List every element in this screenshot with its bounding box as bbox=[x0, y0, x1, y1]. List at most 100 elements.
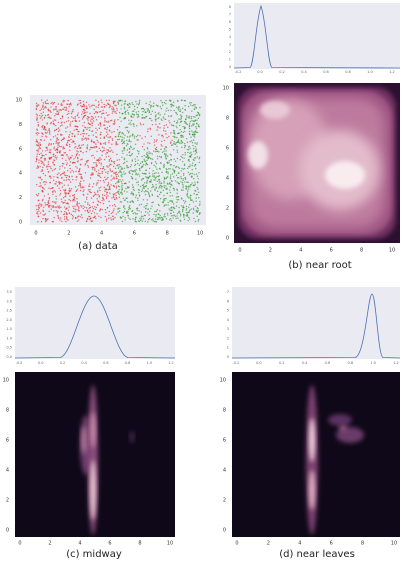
marginal-x-tick-label: 0.6 bbox=[325, 361, 331, 365]
axis-x-tick-label: 4 bbox=[100, 231, 103, 237]
axis-y-tick-label: 6 bbox=[223, 438, 226, 444]
caption: (c) midway bbox=[66, 549, 122, 560]
marginal-x-tick-label: 0.4 bbox=[81, 361, 87, 365]
axis-y-tick-label: 8 bbox=[6, 408, 9, 414]
axes-a bbox=[30, 95, 206, 225]
kde-curve bbox=[233, 4, 401, 69]
marginal-y-tick-label: 4 bbox=[227, 318, 230, 322]
marginal-x-tick-label: -0.2 bbox=[235, 70, 242, 74]
axis-x-tick-label: 8 bbox=[138, 541, 141, 547]
marginal-y-tick-label: 3.0 bbox=[6, 299, 12, 303]
marginal-y-tick-label: 1.5 bbox=[6, 327, 12, 331]
axis-y-tick-label: 0 bbox=[19, 220, 22, 226]
axis-x-tick-label: 10 bbox=[197, 231, 203, 237]
axis-x-tick-label: 6 bbox=[330, 248, 333, 254]
axis-y-tick-label: 2 bbox=[226, 206, 229, 212]
marginal-y-tick-label: 0 bbox=[229, 65, 231, 69]
marginal-x-tick-label: 0.8 bbox=[345, 70, 351, 74]
axis-y-tick-label: 0 bbox=[226, 236, 229, 242]
axis-x-tick-label: 4 bbox=[78, 541, 81, 547]
marginal-y-tick-label: 5 bbox=[229, 28, 231, 32]
marginal-y-tick-label: 2 bbox=[227, 336, 229, 340]
marginal-b bbox=[234, 3, 400, 69]
axis-y-tick-label: 10 bbox=[220, 378, 226, 384]
axis-y-tick-label: 4 bbox=[223, 468, 226, 474]
marginal-y-tick-label: 3 bbox=[229, 43, 231, 47]
marginal-y-tick-label: 0.0 bbox=[6, 355, 12, 359]
marginal-x-tick-label: 0.4 bbox=[301, 70, 307, 74]
marginal-d bbox=[232, 287, 400, 359]
axis-x-tick-label: 10 bbox=[391, 541, 397, 547]
axis-x-tick-label: 8 bbox=[361, 541, 364, 547]
density-c bbox=[15, 372, 175, 537]
axis-y-tick-label: 2 bbox=[6, 498, 9, 504]
marginal-y-tick-label: 0.5 bbox=[6, 346, 12, 350]
marginal-x-tick-label: 0.2 bbox=[279, 361, 285, 365]
density-b bbox=[234, 83, 400, 243]
axis-x-tick-label: 0 bbox=[238, 248, 241, 254]
caption: (d) near leaves bbox=[279, 549, 355, 560]
axis-y-tick-label: 8 bbox=[226, 116, 229, 122]
marginal-x-tick-label: 0.0 bbox=[257, 70, 263, 74]
axis-y-tick-label: 2 bbox=[19, 195, 22, 201]
marginal-x-tick-label: 1.2 bbox=[389, 70, 395, 74]
marginal-x-tick-label: 0.8 bbox=[347, 361, 353, 365]
marginal-x-tick-label: 0.6 bbox=[103, 361, 109, 365]
marginal-x-tick-label: 1.2 bbox=[393, 361, 399, 365]
axis-x-tick-label: 4 bbox=[299, 248, 302, 254]
axis-y-tick-label: 4 bbox=[226, 176, 229, 182]
marginal-x-tick-label: 1.0 bbox=[367, 70, 373, 74]
axis-y-tick-label: 6 bbox=[226, 146, 229, 152]
marginal-y-tick-label: 5 bbox=[227, 309, 229, 313]
marginal-x-tick-label: 1.2 bbox=[168, 361, 174, 365]
axis-y-tick-label: 6 bbox=[19, 146, 22, 152]
axis-y-tick-label: 8 bbox=[19, 122, 22, 128]
axis-x-tick-label: 6 bbox=[330, 541, 333, 547]
marginal-y-tick-label: 6 bbox=[227, 299, 229, 303]
marginal-y-tick-label: 4 bbox=[229, 35, 232, 39]
marginal-x-tick-label: 0.2 bbox=[279, 70, 285, 74]
marginal-y-tick-label: 1 bbox=[229, 58, 231, 62]
marginal-x-tick-label: 0.6 bbox=[323, 70, 329, 74]
caption: (b) near root bbox=[288, 260, 351, 271]
axis-y-tick-label: 6 bbox=[6, 438, 9, 444]
marginal-x-tick-label: 1.0 bbox=[146, 361, 152, 365]
marginal-y-tick-label: 3.5 bbox=[6, 290, 12, 294]
marginal-x-tick-label: 1.0 bbox=[370, 361, 376, 365]
marginal-y-tick-label: 2 bbox=[229, 50, 231, 54]
axis-x-tick-label: 10 bbox=[167, 541, 173, 547]
marginal-x-tick-label: -0.2 bbox=[233, 361, 240, 365]
scatter-points bbox=[35, 99, 201, 223]
marginal-x-tick-label: -0.2 bbox=[16, 361, 23, 365]
axis-x-tick-label: 2 bbox=[267, 541, 270, 547]
axis-y-tick-label: 0 bbox=[223, 528, 226, 534]
axis-y-tick-label: 0 bbox=[6, 528, 9, 534]
axis-y-tick-label: 10 bbox=[3, 378, 9, 384]
axis-y-tick-label: 8 bbox=[223, 408, 226, 414]
axis-x-tick-label: 0 bbox=[235, 541, 238, 547]
marginal-y-tick-label: 7 bbox=[229, 13, 231, 17]
marginal-c bbox=[15, 287, 175, 359]
axis-x-tick-label: 6 bbox=[133, 231, 136, 237]
axis-x-tick-label: 10 bbox=[389, 248, 395, 254]
marginal-y-tick-label: 2.0 bbox=[6, 318, 12, 322]
axis-x-tick-label: 0 bbox=[18, 541, 21, 547]
axis-x-tick-label: 0 bbox=[34, 231, 37, 237]
axis-x-tick-label: 2 bbox=[48, 541, 51, 547]
marginal-y-tick-label: 1.0 bbox=[6, 336, 12, 340]
marginal-x-tick-label: 0.2 bbox=[60, 361, 66, 365]
kde-curve bbox=[231, 293, 401, 359]
axis-x-tick-label: 6 bbox=[108, 541, 111, 547]
density-d bbox=[232, 372, 400, 537]
marginal-y-tick-label: 6 bbox=[229, 20, 231, 24]
marginal-y-tick-label: 7 bbox=[227, 290, 229, 294]
marginal-x-tick-label: 0.0 bbox=[38, 361, 44, 365]
axis-y-tick-label: 4 bbox=[6, 468, 9, 474]
caption: (a) data bbox=[78, 241, 118, 252]
marginal-x-tick-label: 0.0 bbox=[256, 361, 262, 365]
axis-y-tick-label: 2 bbox=[223, 498, 226, 504]
axis-x-tick-label: 4 bbox=[298, 541, 301, 547]
marginal-x-tick-label: 0.4 bbox=[302, 361, 308, 365]
axis-y-tick-label: 4 bbox=[19, 171, 22, 177]
